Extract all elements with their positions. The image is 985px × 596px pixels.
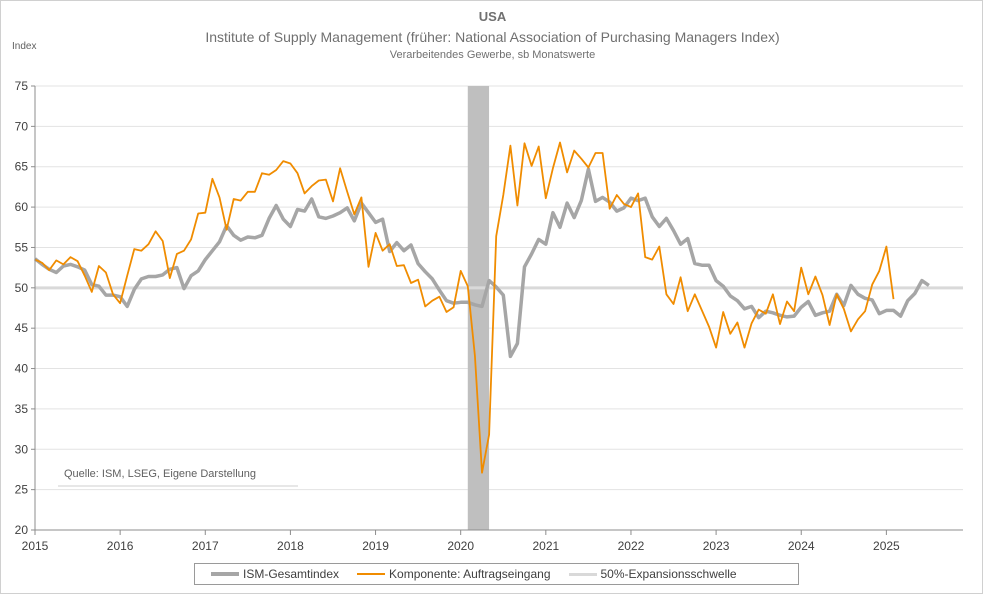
x-tick-label: 2016 (107, 539, 134, 553)
y-tick-label: 25 (15, 483, 29, 497)
y-axis-label: Index (12, 41, 37, 52)
x-tick-label: 2015 (22, 539, 49, 553)
x-tick-label: 2019 (362, 539, 389, 553)
series-lines (33, 141, 930, 474)
y-tick-label: 65 (15, 160, 29, 174)
chart-title: USA (478, 9, 507, 24)
series-ism-line (33, 167, 930, 359)
source-note: Quelle: ISM, LSEG, Eigene Darstellung (64, 468, 256, 480)
y-tick-label: 75 (15, 79, 29, 93)
x-tick-label: 2018 (277, 539, 304, 553)
x-tick-label: 2024 (788, 539, 815, 553)
y-tick-label: 20 (15, 523, 29, 537)
x-tick-label: 2025 (873, 539, 900, 553)
x-tick-label: 2022 (618, 539, 645, 553)
y-tick-label: 55 (15, 240, 29, 254)
legend-swatch-threshold (568, 572, 597, 576)
recession-shading (467, 86, 490, 530)
y-tick-label: 70 (15, 119, 29, 133)
y-tick-label: 50 (15, 281, 29, 295)
y-tick-label: 45 (15, 321, 29, 335)
x-tick-label: 2021 (532, 539, 559, 553)
legend-swatch-ism (211, 572, 239, 576)
series-orders-line (34, 141, 895, 474)
shaded-period (467, 86, 490, 530)
legend-item-ism: ISM-Gesamtindex (211, 567, 339, 581)
x-tick-label: 2017 (192, 539, 219, 553)
legend: ISM-Gesamtindex Komponente: Auftragseing… (194, 563, 799, 585)
axes (31, 85, 963, 535)
legend-label-orders: Komponente: Auftragseingang (389, 567, 551, 581)
y-tick-label: 35 (15, 402, 29, 416)
legend-label-threshold: 50%-Expansionsschwelle (600, 567, 737, 581)
legend-item-orders: Komponente: Auftragseingang (357, 567, 551, 581)
y-tick-label: 30 (15, 442, 29, 456)
y-tick-label: 40 (15, 362, 29, 376)
source-note-box: Quelle: ISM, LSEG, Eigene Darstellung (58, 468, 298, 487)
x-tick-label: 2023 (703, 539, 730, 553)
legend-item-threshold: 50%-Expansionsschwelle (568, 567, 737, 581)
chart-subtitle: Institute of Supply Management (früher: … (205, 29, 780, 45)
legend-label-ism: ISM-Gesamtindex (243, 567, 340, 581)
chart-note: Verarbeitendes Gewerbe, sb Monatswerte (389, 49, 596, 61)
x-tick-label: 2020 (447, 539, 474, 553)
y-tick-label: 60 (15, 200, 29, 214)
legend-swatch-orders (357, 573, 386, 575)
